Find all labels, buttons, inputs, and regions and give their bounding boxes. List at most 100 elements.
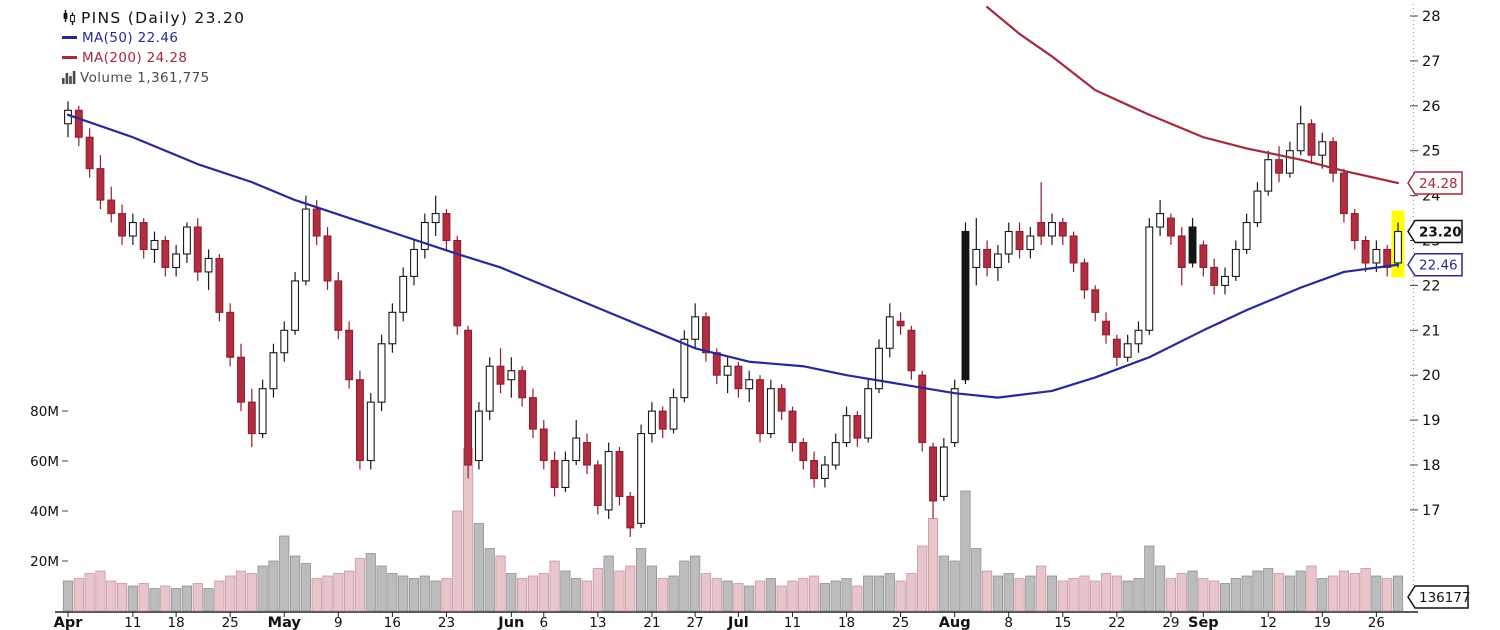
volume-bar — [365, 553, 376, 612]
volume-bar — [1317, 578, 1328, 612]
candle — [1296, 123, 1305, 152]
candle — [1253, 190, 1262, 224]
volume-bar — [1068, 578, 1079, 612]
volume-bar — [1111, 575, 1122, 612]
volume-bar — [171, 588, 182, 612]
candle — [658, 410, 667, 430]
volume-bar — [765, 578, 776, 612]
price-tick-label: 18 — [1422, 458, 1440, 474]
candle — [118, 213, 127, 237]
volume-bar — [116, 583, 128, 612]
candle — [107, 199, 116, 215]
x-tick-label: 12 — [1260, 615, 1277, 630]
candle — [1015, 230, 1024, 251]
x-tick-label: 15 — [1054, 615, 1071, 630]
candle — [1350, 213, 1359, 242]
volume-bar — [538, 573, 549, 612]
volume-bar — [235, 570, 247, 612]
volume-tick-label: 20M — [30, 554, 59, 570]
x-tick-label: Jul — [727, 615, 749, 630]
candle — [1037, 221, 1046, 237]
volume-bar — [246, 573, 257, 612]
candle — [1383, 248, 1392, 268]
volume-bar — [1360, 568, 1371, 612]
candle — [182, 226, 191, 255]
candle — [377, 343, 386, 403]
candle — [799, 441, 808, 462]
volume-bar — [322, 575, 333, 612]
volume-bar — [809, 575, 820, 612]
volume-bar — [344, 570, 355, 612]
volume-bar — [1100, 573, 1112, 612]
x-tick-label: 18 — [838, 615, 855, 630]
candle — [237, 356, 245, 403]
volume-bar — [711, 578, 722, 612]
candle — [345, 329, 354, 381]
candle — [150, 239, 159, 251]
x-tick-label: Aug — [939, 615, 971, 630]
volume-bar — [1003, 573, 1014, 612]
chart-title: PINS (Daily) 23.20 — [81, 8, 246, 27]
volume-bar — [354, 558, 366, 612]
candle — [474, 410, 483, 462]
volume-bar — [127, 585, 138, 612]
candles-layer — [64, 101, 1402, 537]
volume-bar — [754, 580, 766, 612]
candle — [128, 221, 137, 237]
volume-bar — [1273, 573, 1285, 612]
candle — [647, 410, 656, 435]
candle — [637, 433, 646, 524]
candle — [139, 221, 148, 251]
candle — [1221, 275, 1229, 286]
candle — [1242, 221, 1251, 251]
volume-bar — [1176, 573, 1187, 612]
x-tick-label: 11 — [784, 615, 801, 630]
candle — [712, 352, 721, 376]
volume-bar — [852, 585, 863, 612]
candle — [734, 365, 743, 390]
candle — [291, 280, 300, 331]
candle — [431, 213, 440, 224]
volume-bar — [614, 570, 625, 612]
volume-legend: Volume 1,361,775 — [62, 68, 245, 87]
candle — [1199, 244, 1208, 268]
candle — [1307, 123, 1316, 156]
candle — [831, 441, 840, 466]
ma50-price-tag-label: 22.46 — [1419, 258, 1458, 274]
last-price-tag — [1407, 219, 1463, 244]
ma50-price-tag — [1407, 252, 1463, 277]
volume-bar — [571, 578, 582, 612]
candle — [702, 316, 710, 354]
volume-bar — [1036, 565, 1047, 612]
candle — [907, 329, 916, 372]
volume-bar — [830, 580, 841, 612]
candle — [983, 248, 992, 268]
candle — [885, 316, 894, 349]
volume-bar — [1284, 575, 1295, 612]
volume-bar — [1241, 575, 1252, 612]
candle — [723, 365, 732, 376]
volume-bar — [636, 548, 647, 612]
volume-bar — [192, 583, 203, 612]
candle — [550, 459, 559, 489]
volume-bar — [517, 578, 528, 612]
volume-bar — [960, 490, 971, 612]
candle — [1361, 239, 1370, 264]
candle — [1112, 338, 1121, 358]
volume-bar — [549, 560, 560, 612]
volume-bar — [95, 570, 106, 612]
title-row: PINS (Daily) 23.20 — [62, 8, 245, 27]
x-tick-label: 25 — [222, 615, 239, 630]
candle — [1318, 141, 1327, 156]
volume-bar — [971, 548, 982, 612]
candle — [691, 316, 700, 340]
volume-bar — [1230, 578, 1241, 612]
ma50-legend-label: MA(50) 22.46 — [82, 29, 179, 46]
volume-bar — [203, 588, 214, 612]
volume-bar — [408, 578, 420, 612]
chart-legend: PINS (Daily) 23.20 MA(50) 22.46 MA(200) … — [62, 8, 245, 88]
volume-bar — [1252, 570, 1263, 612]
candle — [680, 338, 689, 399]
volume-bar — [1198, 578, 1209, 612]
